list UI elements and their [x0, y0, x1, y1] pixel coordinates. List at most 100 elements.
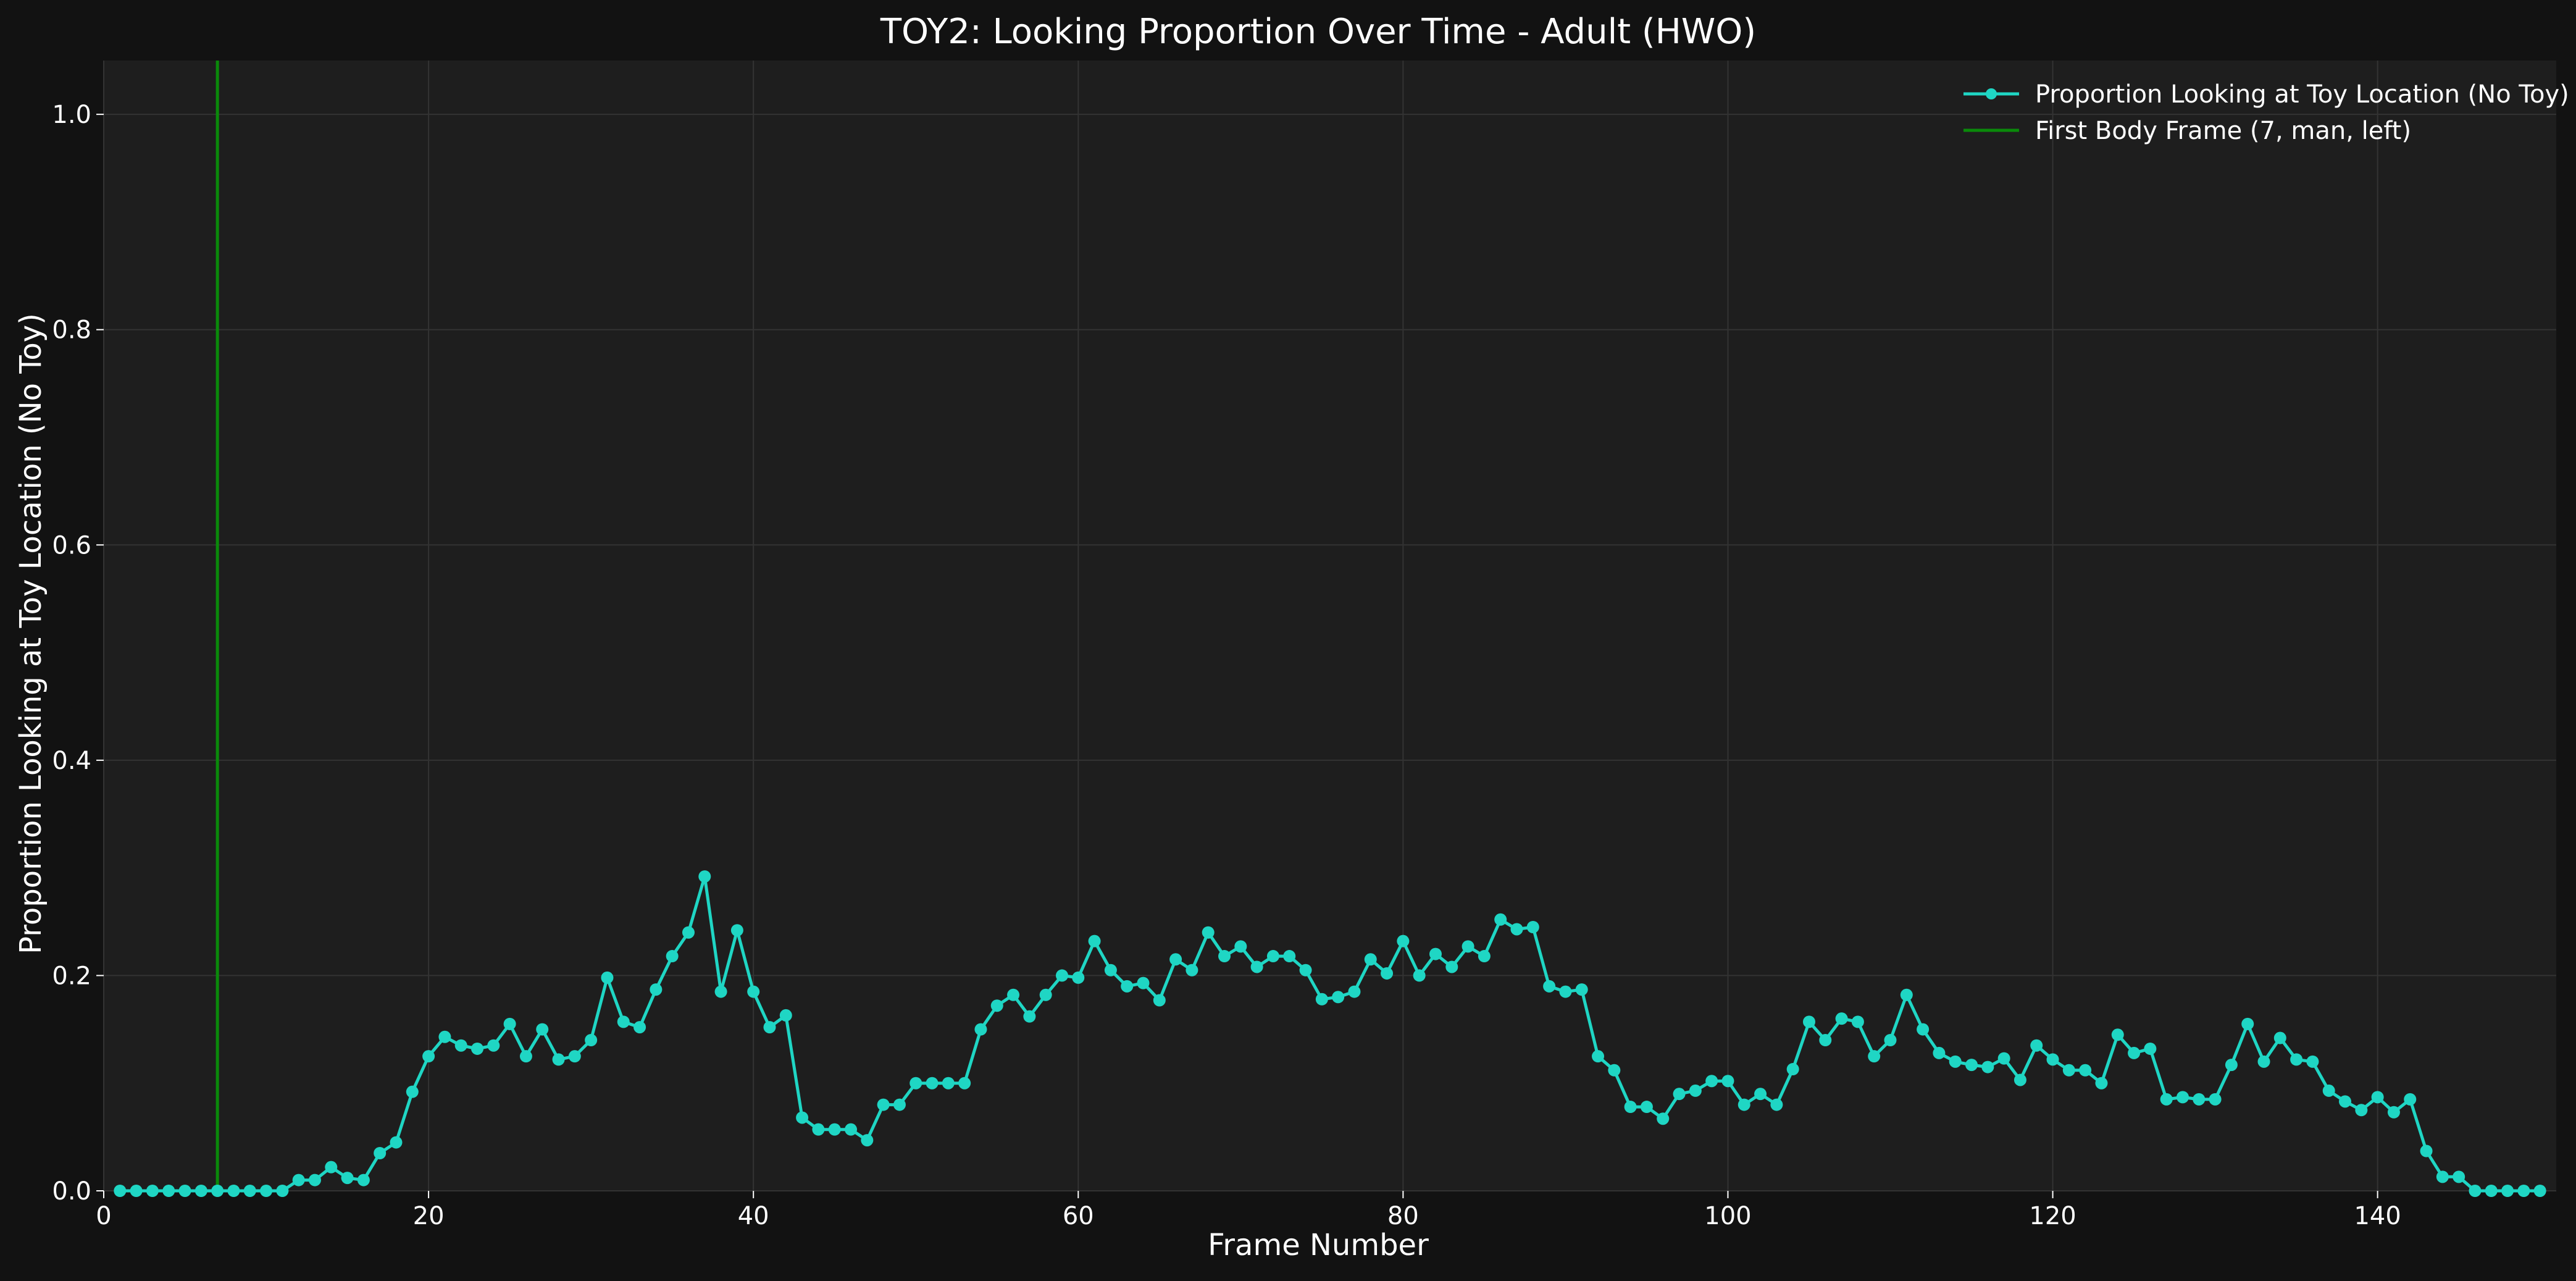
- data-point: [601, 971, 614, 984]
- data-point: [2209, 1093, 2222, 1106]
- data-point: [2501, 1185, 2514, 1197]
- data-point: [519, 1050, 532, 1063]
- data-point: [341, 1172, 354, 1185]
- data-point: [276, 1185, 289, 1197]
- data-point: [2517, 1185, 2530, 1197]
- data-point: [1673, 1088, 1686, 1101]
- data-point: [2322, 1084, 2335, 1097]
- data-point: [942, 1077, 955, 1090]
- data-point: [1186, 964, 1198, 976]
- data-point: [893, 1098, 906, 1111]
- data-point: [1429, 947, 1442, 960]
- data-point: [1592, 1050, 1605, 1063]
- data-point: [471, 1042, 484, 1055]
- data-point: [2420, 1144, 2433, 1157]
- data-point: [1851, 1015, 1864, 1028]
- plot-area: [104, 61, 2556, 1191]
- data-point: [406, 1085, 419, 1098]
- data-point: [2111, 1028, 2124, 1041]
- data-point: [2193, 1093, 2206, 1106]
- data-point: [1202, 926, 1215, 939]
- legend-vline-label: First Body Frame (7, man, left): [2035, 117, 2411, 145]
- data-point: [114, 1185, 127, 1197]
- data-point: [1055, 969, 1068, 982]
- y-tick-label: 1.0: [52, 101, 91, 129]
- data-point: [1965, 1059, 1978, 1072]
- data-point: [796, 1111, 809, 1124]
- data-point: [2062, 1064, 2075, 1077]
- data-point: [910, 1077, 922, 1090]
- data-point: [763, 1021, 776, 1034]
- data-point: [1104, 964, 1117, 976]
- data-point: [211, 1185, 224, 1197]
- data-point: [828, 1123, 841, 1136]
- data-point: [1721, 1075, 1734, 1088]
- data-point: [1364, 953, 1377, 966]
- data-point: [390, 1136, 403, 1149]
- data-point: [1900, 988, 1913, 1001]
- y-tick-labels: 0.0 0.2 0.4 0.6 0.8 1.0: [52, 101, 104, 1206]
- data-point: [990, 999, 1003, 1012]
- data-point: [1884, 1034, 1897, 1046]
- data-point: [2241, 1017, 2254, 1030]
- data-point: [666, 950, 679, 963]
- data-point: [861, 1134, 874, 1147]
- y-tick-label: 0.6: [52, 531, 91, 560]
- x-tick-label: 100: [1704, 1202, 1751, 1230]
- data-point: [1121, 980, 1134, 993]
- data-point: [1462, 940, 1474, 953]
- data-point: [1754, 1088, 1767, 1101]
- data-point: [1640, 1101, 1653, 1114]
- chart-title: TOY2: Looking Proportion Over Time - Adu…: [880, 12, 1756, 52]
- data-point: [1608, 1064, 1621, 1077]
- y-axis-label: Proportion Looking at Toy Location (No T…: [14, 313, 48, 954]
- data-point: [487, 1039, 500, 1052]
- data-point: [1786, 1063, 1799, 1076]
- x-tick-label: 20: [413, 1202, 445, 1230]
- data-point: [357, 1174, 370, 1186]
- data-point: [146, 1185, 159, 1197]
- data-point: [1981, 1060, 1994, 1073]
- data-point: [1153, 994, 1166, 1007]
- x-tick-label: 80: [1387, 1202, 1419, 1230]
- data-point: [1949, 1055, 1962, 1068]
- x-tick-label: 40: [738, 1202, 769, 1230]
- data-point: [2046, 1053, 2059, 1066]
- data-point: [2339, 1095, 2352, 1108]
- data-point: [1137, 976, 1150, 989]
- data-point: [2404, 1093, 2417, 1106]
- data-point: [2257, 1055, 2270, 1068]
- y-tick-label: 0.0: [52, 1177, 91, 1206]
- x-tick-label: 120: [2029, 1202, 2076, 1230]
- series-points: [114, 870, 2546, 1197]
- data-point: [698, 870, 711, 883]
- data-point: [2176, 1091, 2189, 1104]
- x-axis-label: Frame Number: [1208, 1228, 1429, 1262]
- data-point: [2128, 1046, 2141, 1059]
- data-point: [730, 924, 743, 937]
- data-point: [779, 1009, 792, 1022]
- data-point: [2225, 1059, 2238, 1072]
- data-point: [1250, 960, 1263, 973]
- data-point: [682, 926, 695, 939]
- data-point: [1624, 1101, 1637, 1114]
- data-point: [2095, 1077, 2108, 1090]
- data-point: [812, 1123, 825, 1136]
- data-point: [1543, 980, 1556, 993]
- data-point: [1299, 964, 1312, 976]
- data-point: [747, 985, 760, 998]
- data-point: [1169, 953, 1182, 966]
- data-point: [585, 1034, 598, 1046]
- data-point: [292, 1174, 305, 1186]
- data-point: [2436, 1170, 2449, 1183]
- data-point: [650, 983, 663, 996]
- data-point: [1997, 1052, 2010, 1065]
- data-point: [1072, 971, 1085, 984]
- data-point: [374, 1147, 387, 1159]
- data-point: [926, 1077, 939, 1090]
- data-point: [2306, 1055, 2319, 1068]
- data-point: [194, 1185, 207, 1197]
- data-point: [1494, 913, 1507, 926]
- data-point: [227, 1185, 240, 1197]
- data-point: [130, 1185, 143, 1197]
